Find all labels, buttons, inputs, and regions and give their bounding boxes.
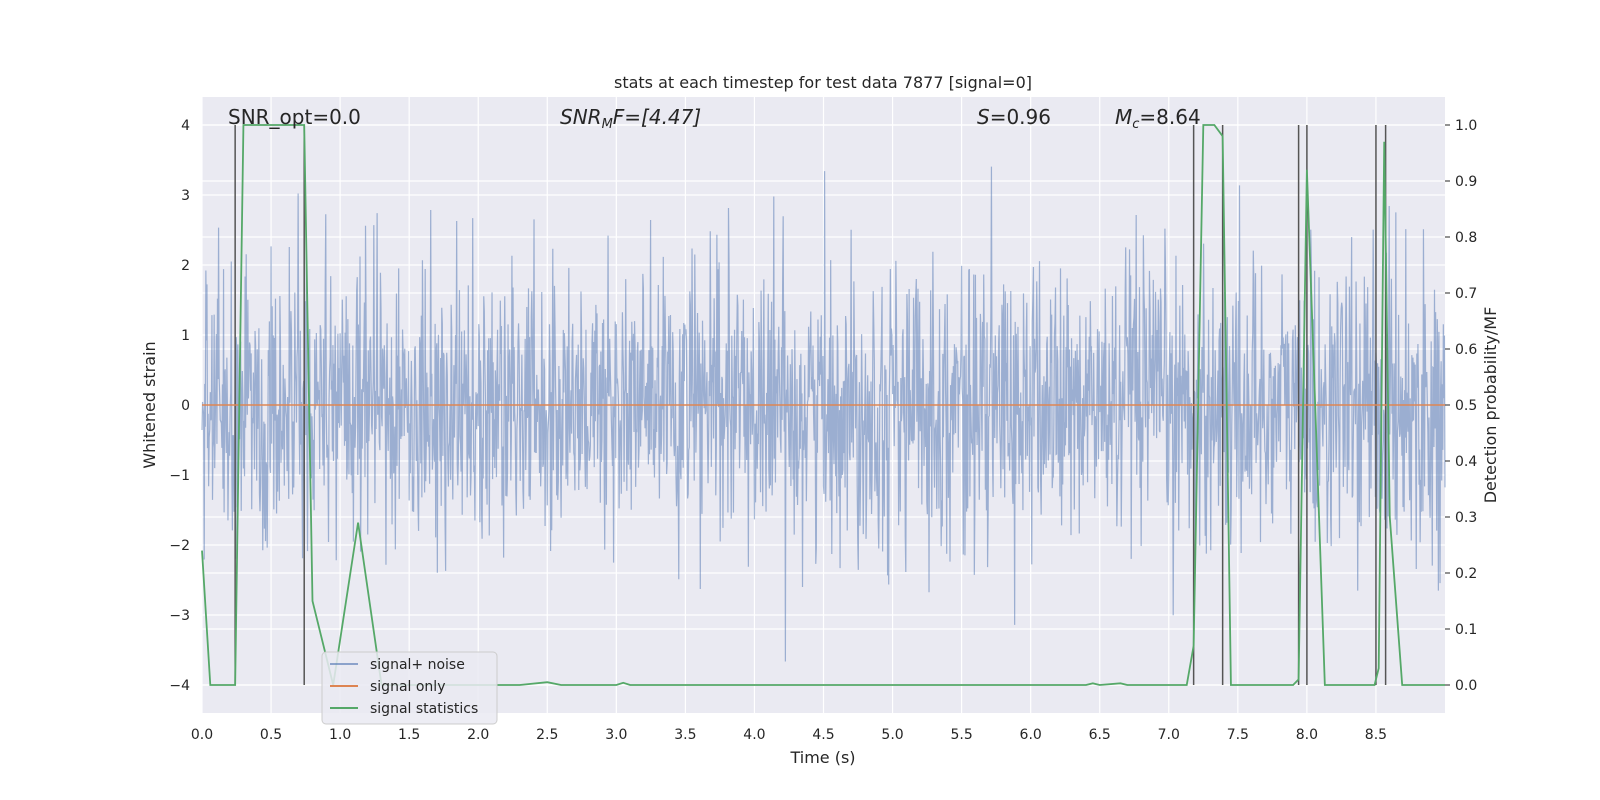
x-tick-label: 0.5 [260, 727, 282, 743]
y-right-tick-label: 0.2 [1455, 566, 1477, 582]
x-tick-label: 6.5 [1089, 727, 1111, 743]
noise-line [201, 166, 1446, 662]
x-tick-label: 2.0 [467, 727, 489, 743]
annotation-mc: Mc=8.64 [1115, 105, 1201, 132]
annotation-snr-mf: SNRMF=[4.47] [560, 105, 701, 132]
y-right-tick-label: 1.0 [1455, 118, 1477, 134]
x-tick-label: 7.5 [1227, 727, 1249, 743]
y-right-tick-label: 0.6 [1455, 342, 1477, 358]
statistics-series [201, 124, 1445, 686]
y-right-axis-label: Detection probability/MF [1481, 307, 1500, 504]
legend-label-noise: signal+ noise [370, 657, 465, 673]
y-left-tick-label: 0 [181, 398, 190, 414]
annotation-snr-opt: SNR_opt=0.0 [228, 105, 361, 129]
y-right-tick-label: 0.3 [1455, 510, 1477, 526]
x-tick-label: 8.0 [1296, 727, 1318, 743]
y-left-tick-label: −2 [169, 538, 190, 554]
y-right-tick-label: 0.7 [1455, 286, 1477, 302]
x-tick-label: 1.5 [398, 727, 420, 743]
x-tick-label: 4.5 [812, 727, 834, 743]
y-right-tick-label: 0.9 [1455, 174, 1477, 190]
statistics-line [201, 124, 1445, 686]
legend-box [321, 651, 498, 725]
x-tick-label: 4.0 [743, 727, 765, 743]
y-left-tick-label: 4 [181, 118, 190, 134]
legend: signal+ noise signal only signal statist… [321, 651, 498, 725]
y-left-tick-label: −4 [169, 678, 190, 694]
y-left-tick-label: 1 [181, 328, 190, 344]
y-left-tick-label: 3 [181, 188, 190, 204]
chart-title: stats at each timestep for test data 787… [614, 73, 1032, 92]
y-left-tick-label: −3 [169, 608, 190, 624]
x-tick-label: 7.0 [1158, 727, 1180, 743]
y-right-tick-label: 0.1 [1455, 622, 1477, 638]
x-tick-label: 8.5 [1365, 727, 1387, 743]
y-left-tick-label: −1 [169, 468, 190, 484]
y-left-axis-label: Whitened strain [140, 341, 159, 468]
x-tick-label: 5.5 [950, 727, 972, 743]
legend-label-signal-only: signal only [370, 679, 445, 695]
x-tick-labels: 0.0 0.5 1.0 1.5 2.0 2.5 3.0 3.5 4.0 4.5 5.0 5.5 6.0 6… [191, 727, 1387, 743]
y-right-tick-labels: 0.0 0.1 0.2 0.3 0.4 0.5 0.6 0.7 0.8 0.9 1.0 [1445, 118, 1477, 694]
noise-series [201, 166, 1446, 662]
annotation-s: S=0.96 [977, 105, 1051, 129]
y-right-tick-label: 0.0 [1455, 678, 1477, 694]
y-right-tick-label: 0.8 [1455, 230, 1477, 246]
legend-label-statistics: signal statistics [370, 701, 478, 717]
x-axis-label: Time (s) [789, 748, 855, 767]
y-right-tick-label: 0.5 [1455, 398, 1477, 414]
y-left-tick-labels: −4 −3 −2 −1 0 1 2 3 4 [169, 118, 190, 694]
x-tick-label: 2.5 [536, 727, 558, 743]
y-right-tick-label: 0.4 [1455, 454, 1477, 470]
y-left-tick-label: 2 [181, 258, 190, 274]
x-tick-label: 3.5 [674, 727, 696, 743]
x-tick-label: 5.0 [881, 727, 903, 743]
x-tick-label: 3.0 [605, 727, 627, 743]
x-tick-label: 6.0 [1020, 727, 1042, 743]
x-tick-label: 0.0 [191, 727, 213, 743]
x-tick-label: 1.0 [329, 727, 351, 743]
